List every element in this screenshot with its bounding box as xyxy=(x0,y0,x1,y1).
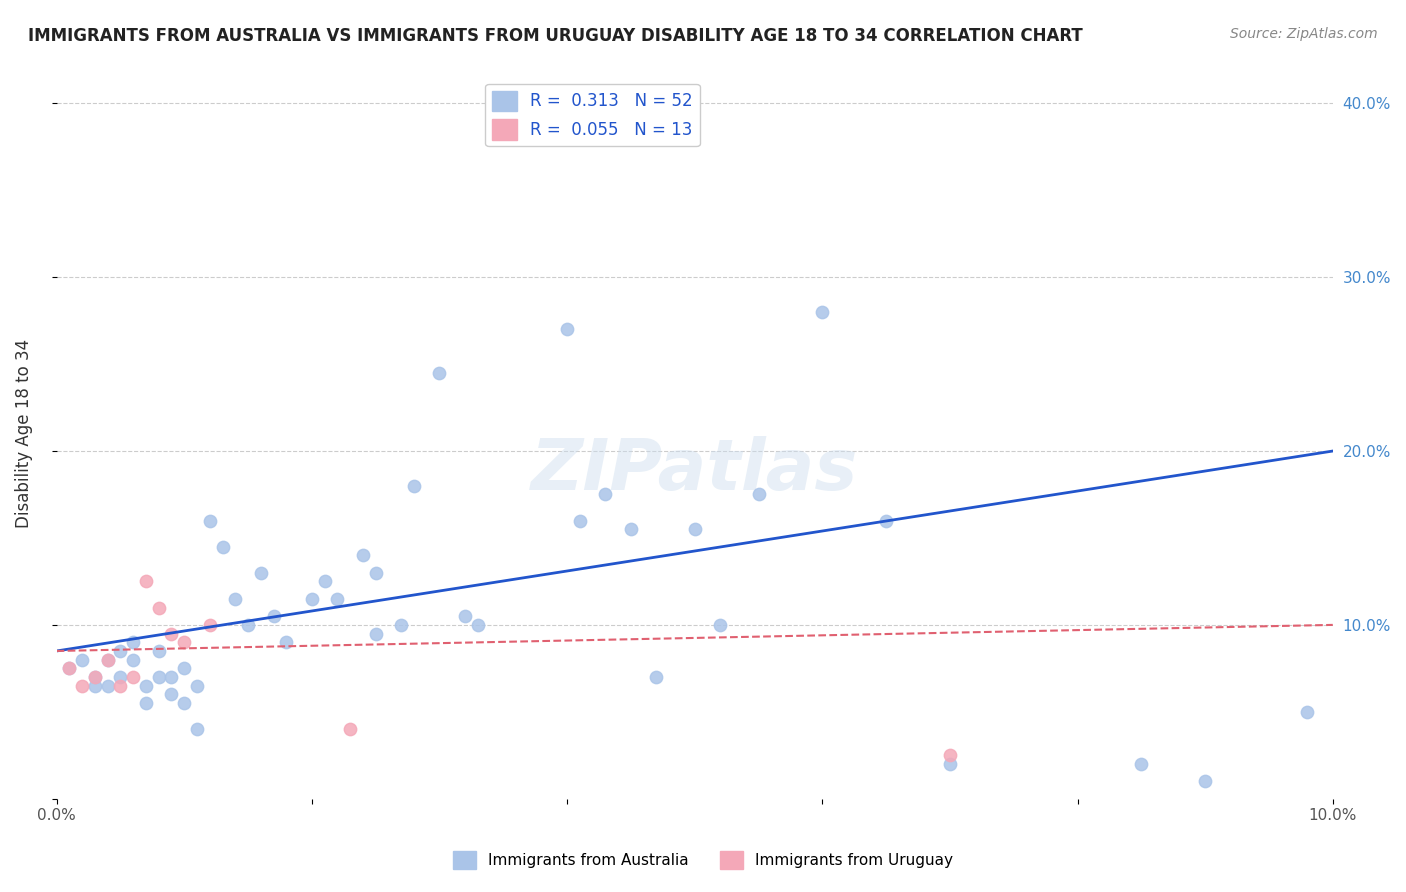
Point xyxy=(83,670,105,684)
Point xyxy=(97,653,120,667)
Point xyxy=(83,670,105,684)
Point xyxy=(939,748,962,763)
Point xyxy=(224,591,246,606)
Point xyxy=(186,679,208,693)
Point xyxy=(110,670,132,684)
Point xyxy=(97,653,120,667)
Point xyxy=(326,591,349,606)
Point xyxy=(811,305,834,319)
Point xyxy=(364,566,387,580)
Point xyxy=(70,679,93,693)
Point xyxy=(58,661,80,675)
Legend: Immigrants from Australia, Immigrants from Uruguay: Immigrants from Australia, Immigrants fr… xyxy=(447,845,959,875)
Point xyxy=(1130,756,1153,771)
Point xyxy=(276,635,298,649)
Text: ZIPatlas: ZIPatlas xyxy=(531,435,859,505)
Point xyxy=(364,626,387,640)
Point xyxy=(58,661,80,675)
Point xyxy=(263,609,285,624)
Point xyxy=(454,609,477,624)
Point xyxy=(402,479,425,493)
Point xyxy=(683,522,706,536)
Point xyxy=(709,618,731,632)
Point xyxy=(122,670,145,684)
Point xyxy=(148,600,170,615)
Point xyxy=(110,644,132,658)
Point xyxy=(645,670,668,684)
Point xyxy=(389,618,412,632)
Point xyxy=(160,688,183,702)
Point xyxy=(148,644,170,658)
Point xyxy=(339,723,361,737)
Y-axis label: Disability Age 18 to 34: Disability Age 18 to 34 xyxy=(15,339,32,528)
Point xyxy=(97,679,120,693)
Point xyxy=(314,574,336,589)
Point xyxy=(173,661,195,675)
Point xyxy=(1296,705,1319,719)
Point xyxy=(620,522,643,536)
Point xyxy=(249,566,271,580)
Point xyxy=(70,653,93,667)
Point xyxy=(122,653,145,667)
Point xyxy=(198,514,221,528)
Point xyxy=(555,322,578,336)
Legend: R =  0.313   N = 52, R =  0.055   N = 13: R = 0.313 N = 52, R = 0.055 N = 13 xyxy=(485,84,700,146)
Point xyxy=(160,626,183,640)
Point xyxy=(160,670,183,684)
Point xyxy=(198,618,221,632)
Point xyxy=(747,487,769,501)
Point xyxy=(135,696,157,710)
Point xyxy=(186,723,208,737)
Point xyxy=(148,670,170,684)
Point xyxy=(173,696,195,710)
Point xyxy=(110,679,132,693)
Point xyxy=(83,679,105,693)
Text: Source: ZipAtlas.com: Source: ZipAtlas.com xyxy=(1230,27,1378,41)
Text: IMMIGRANTS FROM AUSTRALIA VS IMMIGRANTS FROM URUGUAY DISABILITY AGE 18 TO 34 COR: IMMIGRANTS FROM AUSTRALIA VS IMMIGRANTS … xyxy=(28,27,1083,45)
Point xyxy=(236,618,259,632)
Point xyxy=(135,574,157,589)
Point xyxy=(301,591,323,606)
Point xyxy=(211,540,233,554)
Point xyxy=(875,514,897,528)
Point xyxy=(595,487,617,501)
Point xyxy=(568,514,591,528)
Point xyxy=(429,366,451,380)
Point xyxy=(352,549,374,563)
Point xyxy=(467,618,489,632)
Point xyxy=(122,635,145,649)
Point xyxy=(173,635,195,649)
Point xyxy=(939,756,962,771)
Point xyxy=(1194,774,1216,789)
Point xyxy=(135,679,157,693)
